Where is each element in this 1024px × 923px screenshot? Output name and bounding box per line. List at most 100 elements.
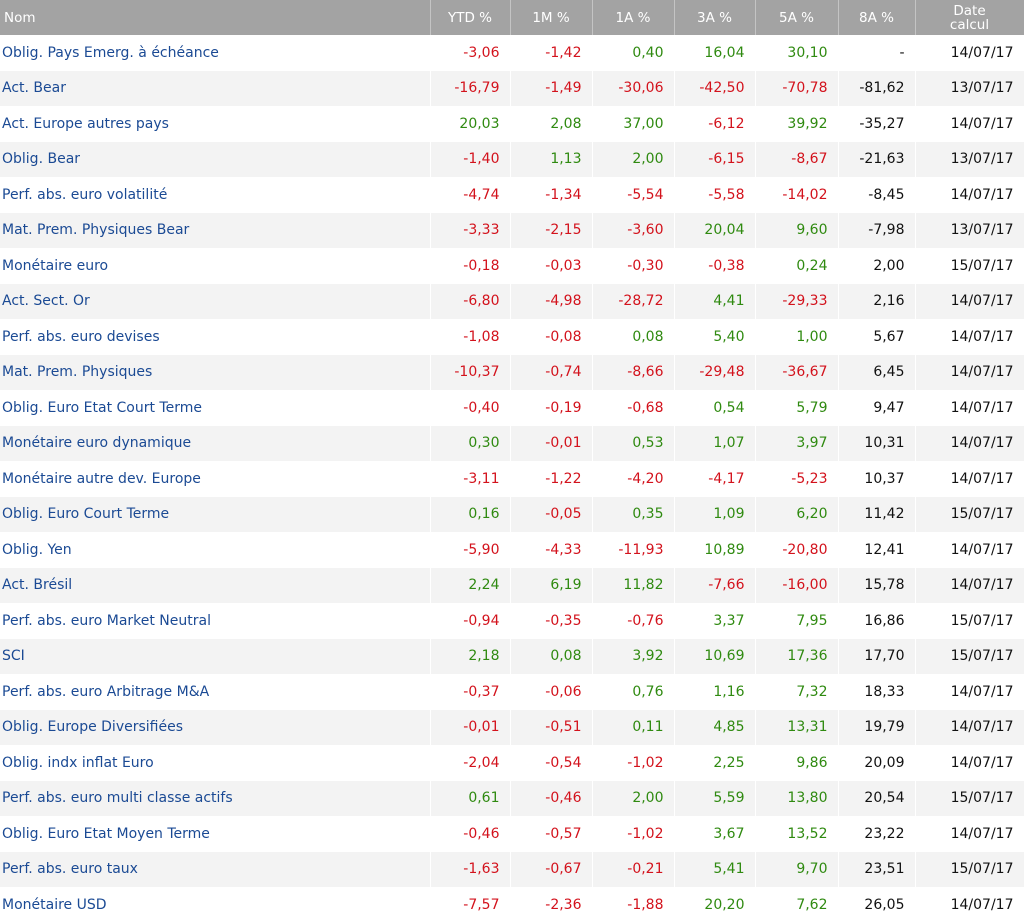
cell-value: -30,06 xyxy=(592,70,675,106)
cell-value: -0,54 xyxy=(510,745,593,781)
cell-value: 9,60 xyxy=(755,212,839,248)
fund-name[interactable]: SCI xyxy=(0,638,431,674)
cell-value: 0,16 xyxy=(430,496,511,532)
cell-value: -1,42 xyxy=(510,35,593,71)
cell-value: -29,48 xyxy=(674,354,756,390)
cell-value: -6,80 xyxy=(430,283,511,319)
cell-value: 1,16 xyxy=(674,674,756,710)
cell-value: 5,59 xyxy=(674,780,756,816)
fund-name[interactable]: Perf. abs. euro taux xyxy=(0,851,431,887)
cell-value: 20,04 xyxy=(674,212,756,248)
cell-value: 2,18 xyxy=(430,638,511,674)
cell-value: -20,80 xyxy=(755,532,839,568)
fund-name[interactable]: Perf. abs. euro devises xyxy=(0,319,431,355)
fund-name[interactable]: Oblig. Euro Etat Moyen Terme xyxy=(0,816,431,852)
fund-name[interactable]: Monétaire USD xyxy=(0,887,431,923)
fund-name[interactable]: Perf. abs. euro multi classe actifs xyxy=(0,780,431,816)
cell-value: -6,12 xyxy=(674,106,756,142)
cell-value: -0,35 xyxy=(510,603,593,639)
cell-value: -2,15 xyxy=(510,212,593,248)
cell-value: 0,08 xyxy=(592,319,675,355)
cell-value: 14/07/17 xyxy=(915,283,1024,319)
table-row: Oblig. Euro Court Terme 0,16 -0,05 0,35 1,09… xyxy=(0,496,1024,532)
cell-value: -0,18 xyxy=(430,248,511,284)
cell-value: 5,67 xyxy=(838,319,916,355)
cell-value: -7,57 xyxy=(430,887,511,923)
cell-value: 23,22 xyxy=(838,816,916,852)
column-header[interactable]: YTD % xyxy=(430,0,511,35)
cell-value: 3,37 xyxy=(674,603,756,639)
cell-value: 10,69 xyxy=(674,638,756,674)
column-header[interactable]: 8A % xyxy=(838,0,916,35)
column-header[interactable]: 5A % xyxy=(755,0,839,35)
cell-value: -0,46 xyxy=(430,816,511,852)
fund-name[interactable]: Oblig. Pays Emerg. à échéance xyxy=(0,35,431,71)
fund-name[interactable]: Perf. abs. euro Market Neutral xyxy=(0,603,431,639)
cell-value: 2,16 xyxy=(838,283,916,319)
cell-value: 0,61 xyxy=(430,780,511,816)
fund-name[interactable]: Oblig. Bear xyxy=(0,141,431,177)
cell-value: -16,00 xyxy=(755,567,839,603)
fund-name[interactable]: Act. Europe autres pays xyxy=(0,106,431,142)
column-header[interactable]: 1M % xyxy=(510,0,593,35)
cell-value: 14/07/17 xyxy=(915,674,1024,710)
cell-value: -7,98 xyxy=(838,212,916,248)
cell-value: 14/07/17 xyxy=(915,106,1024,142)
cell-value: 14/07/17 xyxy=(915,532,1024,568)
cell-value: -8,66 xyxy=(592,354,675,390)
cell-value: 9,70 xyxy=(755,851,839,887)
cell-value: 14/07/17 xyxy=(915,745,1024,781)
fund-name[interactable]: Act. Bear xyxy=(0,70,431,106)
column-header[interactable]: Nom xyxy=(0,0,431,35)
cell-value: -4,98 xyxy=(510,283,593,319)
cell-value: 7,32 xyxy=(755,674,839,710)
column-header[interactable]: 3A % xyxy=(674,0,756,35)
fund-name[interactable]: Oblig. Euro Etat Court Terme xyxy=(0,390,431,426)
cell-value: 14/07/17 xyxy=(915,887,1024,923)
fund-name[interactable]: Oblig. Yen xyxy=(0,532,431,568)
cell-value: 26,05 xyxy=(838,887,916,923)
fund-name[interactable]: Act. Brésil xyxy=(0,567,431,603)
fund-name[interactable]: Monétaire euro xyxy=(0,248,431,284)
column-header[interactable]: Date calcul xyxy=(915,0,1024,35)
cell-value: -29,33 xyxy=(755,283,839,319)
cell-value: -0,03 xyxy=(510,248,593,284)
cell-value: -8,45 xyxy=(838,177,916,213)
table-body: Oblig. Pays Emerg. à échéance -3,06 -1,42 0… xyxy=(0,35,1024,923)
cell-value: 14/07/17 xyxy=(915,816,1024,852)
cell-value: 19,79 xyxy=(838,709,916,745)
cell-value: 20,09 xyxy=(838,745,916,781)
cell-value: 0,08 xyxy=(510,638,593,674)
cell-value: 14/07/17 xyxy=(915,461,1024,497)
cell-value: -0,40 xyxy=(430,390,511,426)
cell-value: 1,13 xyxy=(510,141,593,177)
cell-value: -0,01 xyxy=(430,709,511,745)
cell-value: 14/07/17 xyxy=(915,319,1024,355)
fund-name[interactable]: Perf. abs. euro Arbitrage M&A xyxy=(0,674,431,710)
table-row: Oblig. Europe Diversifiées -0,01 -0,51 0,11… xyxy=(0,709,1024,745)
table-row: Oblig. Pays Emerg. à échéance -3,06 -1,42 0… xyxy=(0,35,1024,71)
column-header[interactable]: 1A % xyxy=(592,0,675,35)
cell-value: 2,24 xyxy=(430,567,511,603)
fund-name[interactable]: Mat. Prem. Physiques xyxy=(0,354,431,390)
cell-value: -5,54 xyxy=(592,177,675,213)
fund-name[interactable]: Monétaire autre dev. Europe xyxy=(0,461,431,497)
table-row: Oblig. Yen -5,90 -4,33 -11,93 10,89 -20,80 12,… xyxy=(0,532,1024,568)
table-row: Perf. abs. euro Market Neutral -0,94 -0,35… xyxy=(0,603,1024,639)
cell-value: 0,40 xyxy=(592,35,675,71)
cell-value: -70,78 xyxy=(755,70,839,106)
fund-name[interactable]: Oblig. indx inflat Euro xyxy=(0,745,431,781)
fund-name[interactable]: Oblig. Europe Diversifiées xyxy=(0,709,431,745)
fund-name[interactable]: Oblig. Euro Court Terme xyxy=(0,496,431,532)
fund-name[interactable]: Monétaire euro dynamique xyxy=(0,425,431,461)
fund-name[interactable]: Mat. Prem. Physiques Bear xyxy=(0,212,431,248)
fund-name[interactable]: Act. Sect. Or xyxy=(0,283,431,319)
cell-value: 2,00 xyxy=(592,141,675,177)
cell-value: 12,41 xyxy=(838,532,916,568)
cell-value: 2,00 xyxy=(838,248,916,284)
cell-value: 13/07/17 xyxy=(915,141,1024,177)
fund-name[interactable]: Perf. abs. euro volatilité xyxy=(0,177,431,213)
table-row: Perf. abs. euro Arbitrage M&A -0,37 -0,06 0… xyxy=(0,674,1024,710)
cell-value: 20,03 xyxy=(430,106,511,142)
cell-value: 15,78 xyxy=(838,567,916,603)
